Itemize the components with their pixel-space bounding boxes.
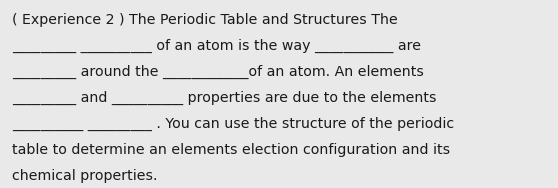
Text: ( Experience 2 ) The Periodic Table and Structures The: ( Experience 2 ) The Periodic Table and … xyxy=(12,13,398,27)
Text: chemical properties.: chemical properties. xyxy=(12,169,158,183)
Text: _________ __________ of an atom is the way ___________ are: _________ __________ of an atom is the w… xyxy=(12,39,421,53)
Text: _________ around the ____________of an atom. An elements: _________ around the ____________of an a… xyxy=(12,65,424,79)
Text: table to determine an elements election configuration and its: table to determine an elements election … xyxy=(12,143,450,157)
Text: _________ and __________ properties are due to the elements: _________ and __________ properties are … xyxy=(12,91,437,105)
Text: __________ _________ . You can use the structure of the periodic: __________ _________ . You can use the s… xyxy=(12,117,454,131)
